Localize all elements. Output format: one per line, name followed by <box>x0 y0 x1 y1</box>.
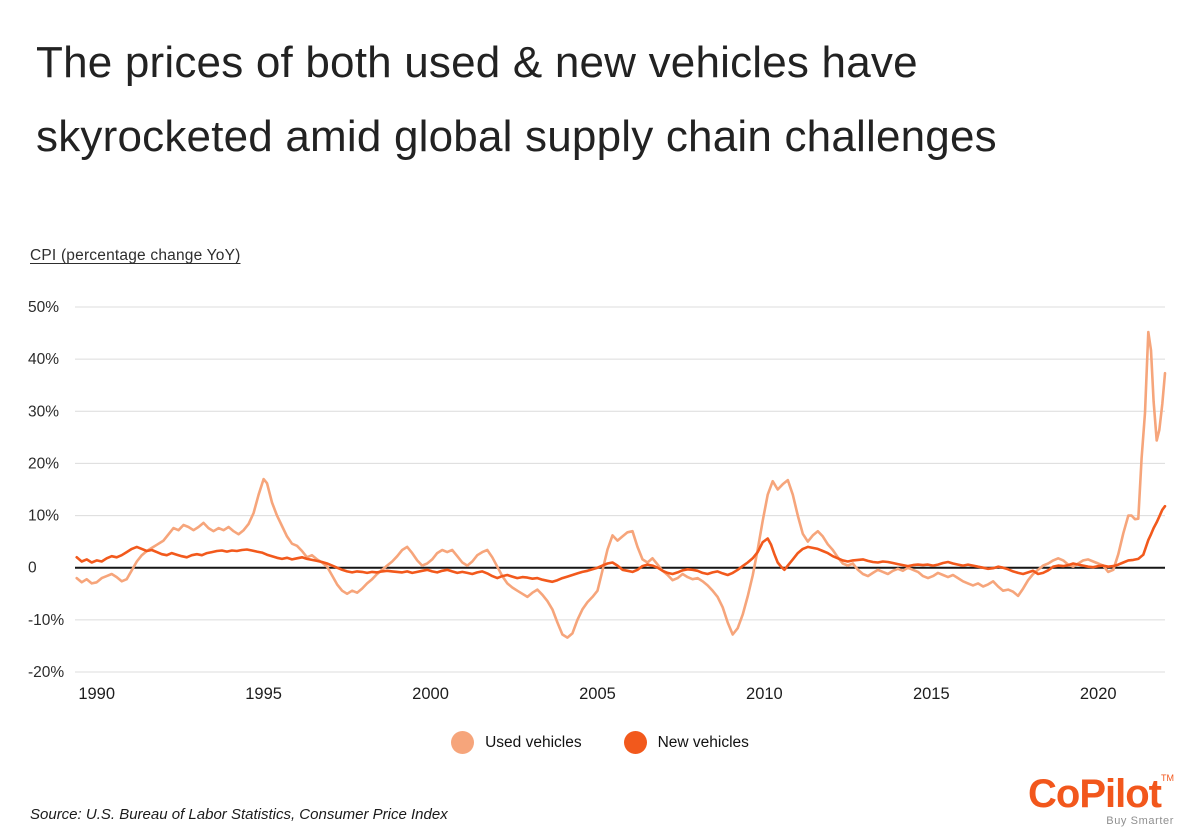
trademark-symbol: TM <box>1161 773 1174 783</box>
used-vehicles-swatch <box>451 731 475 754</box>
cpi-line-chart: 50% 40% 30% 20% 10% 0 -10% -20% 1990 1995 2000 2005… <box>28 299 1167 703</box>
copilot-wordmark: CoPilotTM <box>1028 772 1174 816</box>
y-tick-label: 0 <box>28 560 37 577</box>
x-tick-label: 1995 <box>245 685 282 703</box>
x-tick-label: 2010 <box>746 685 783 703</box>
x-tick-label: 2000 <box>412 685 449 703</box>
y-tick-label: 30% <box>28 403 59 420</box>
copilot-tagline: Buy Smarter <box>1106 815 1174 827</box>
y-tick-label: 20% <box>28 455 59 472</box>
used-vehicles-line <box>75 330 1167 639</box>
y-tick-label: 10% <box>28 508 59 525</box>
y-tick-label: -10% <box>28 612 64 629</box>
x-tick-label: 1990 <box>78 685 115 703</box>
x-tick-label: 2020 <box>1080 685 1117 703</box>
copilot-text: CoPilot <box>1028 772 1162 816</box>
legend-item-used-vehicles: Used vehicles <box>451 731 582 754</box>
title-line-2: skyrocketed amid global supply chain cha… <box>36 112 997 161</box>
source-note: Source: U.S. Bureau of Labor Statistics,… <box>30 806 448 823</box>
y-tick-label: 50% <box>28 299 59 316</box>
y-tick-label: 40% <box>28 351 59 368</box>
y-tick-label: -20% <box>28 664 64 681</box>
new-vehicles-line <box>75 504 1167 584</box>
x-tick-label: 2005 <box>579 685 616 703</box>
chart-legend: Used vehicles New vehicles <box>0 731 1200 754</box>
used-vehicles-label: Used vehicles <box>485 733 582 751</box>
new-vehicles-label: New vehicles <box>657 733 749 751</box>
copilot-logo: CoPilotTM Buy Smarter <box>1028 772 1174 828</box>
legend-item-new-vehicles: New vehicles <box>623 731 749 754</box>
x-tick-label: 2015 <box>913 685 950 703</box>
new-vehicles-swatch <box>623 731 647 754</box>
y-axis-title: CPI (percentage change YoY) <box>30 247 241 264</box>
page-title: The prices of both used & new vehicles h… <box>36 26 1176 174</box>
title-line-1: The prices of both used & new vehicles h… <box>36 38 918 87</box>
